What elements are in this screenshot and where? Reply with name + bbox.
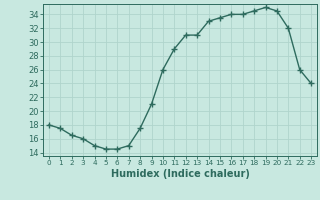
X-axis label: Humidex (Indice chaleur): Humidex (Indice chaleur): [111, 169, 249, 179]
